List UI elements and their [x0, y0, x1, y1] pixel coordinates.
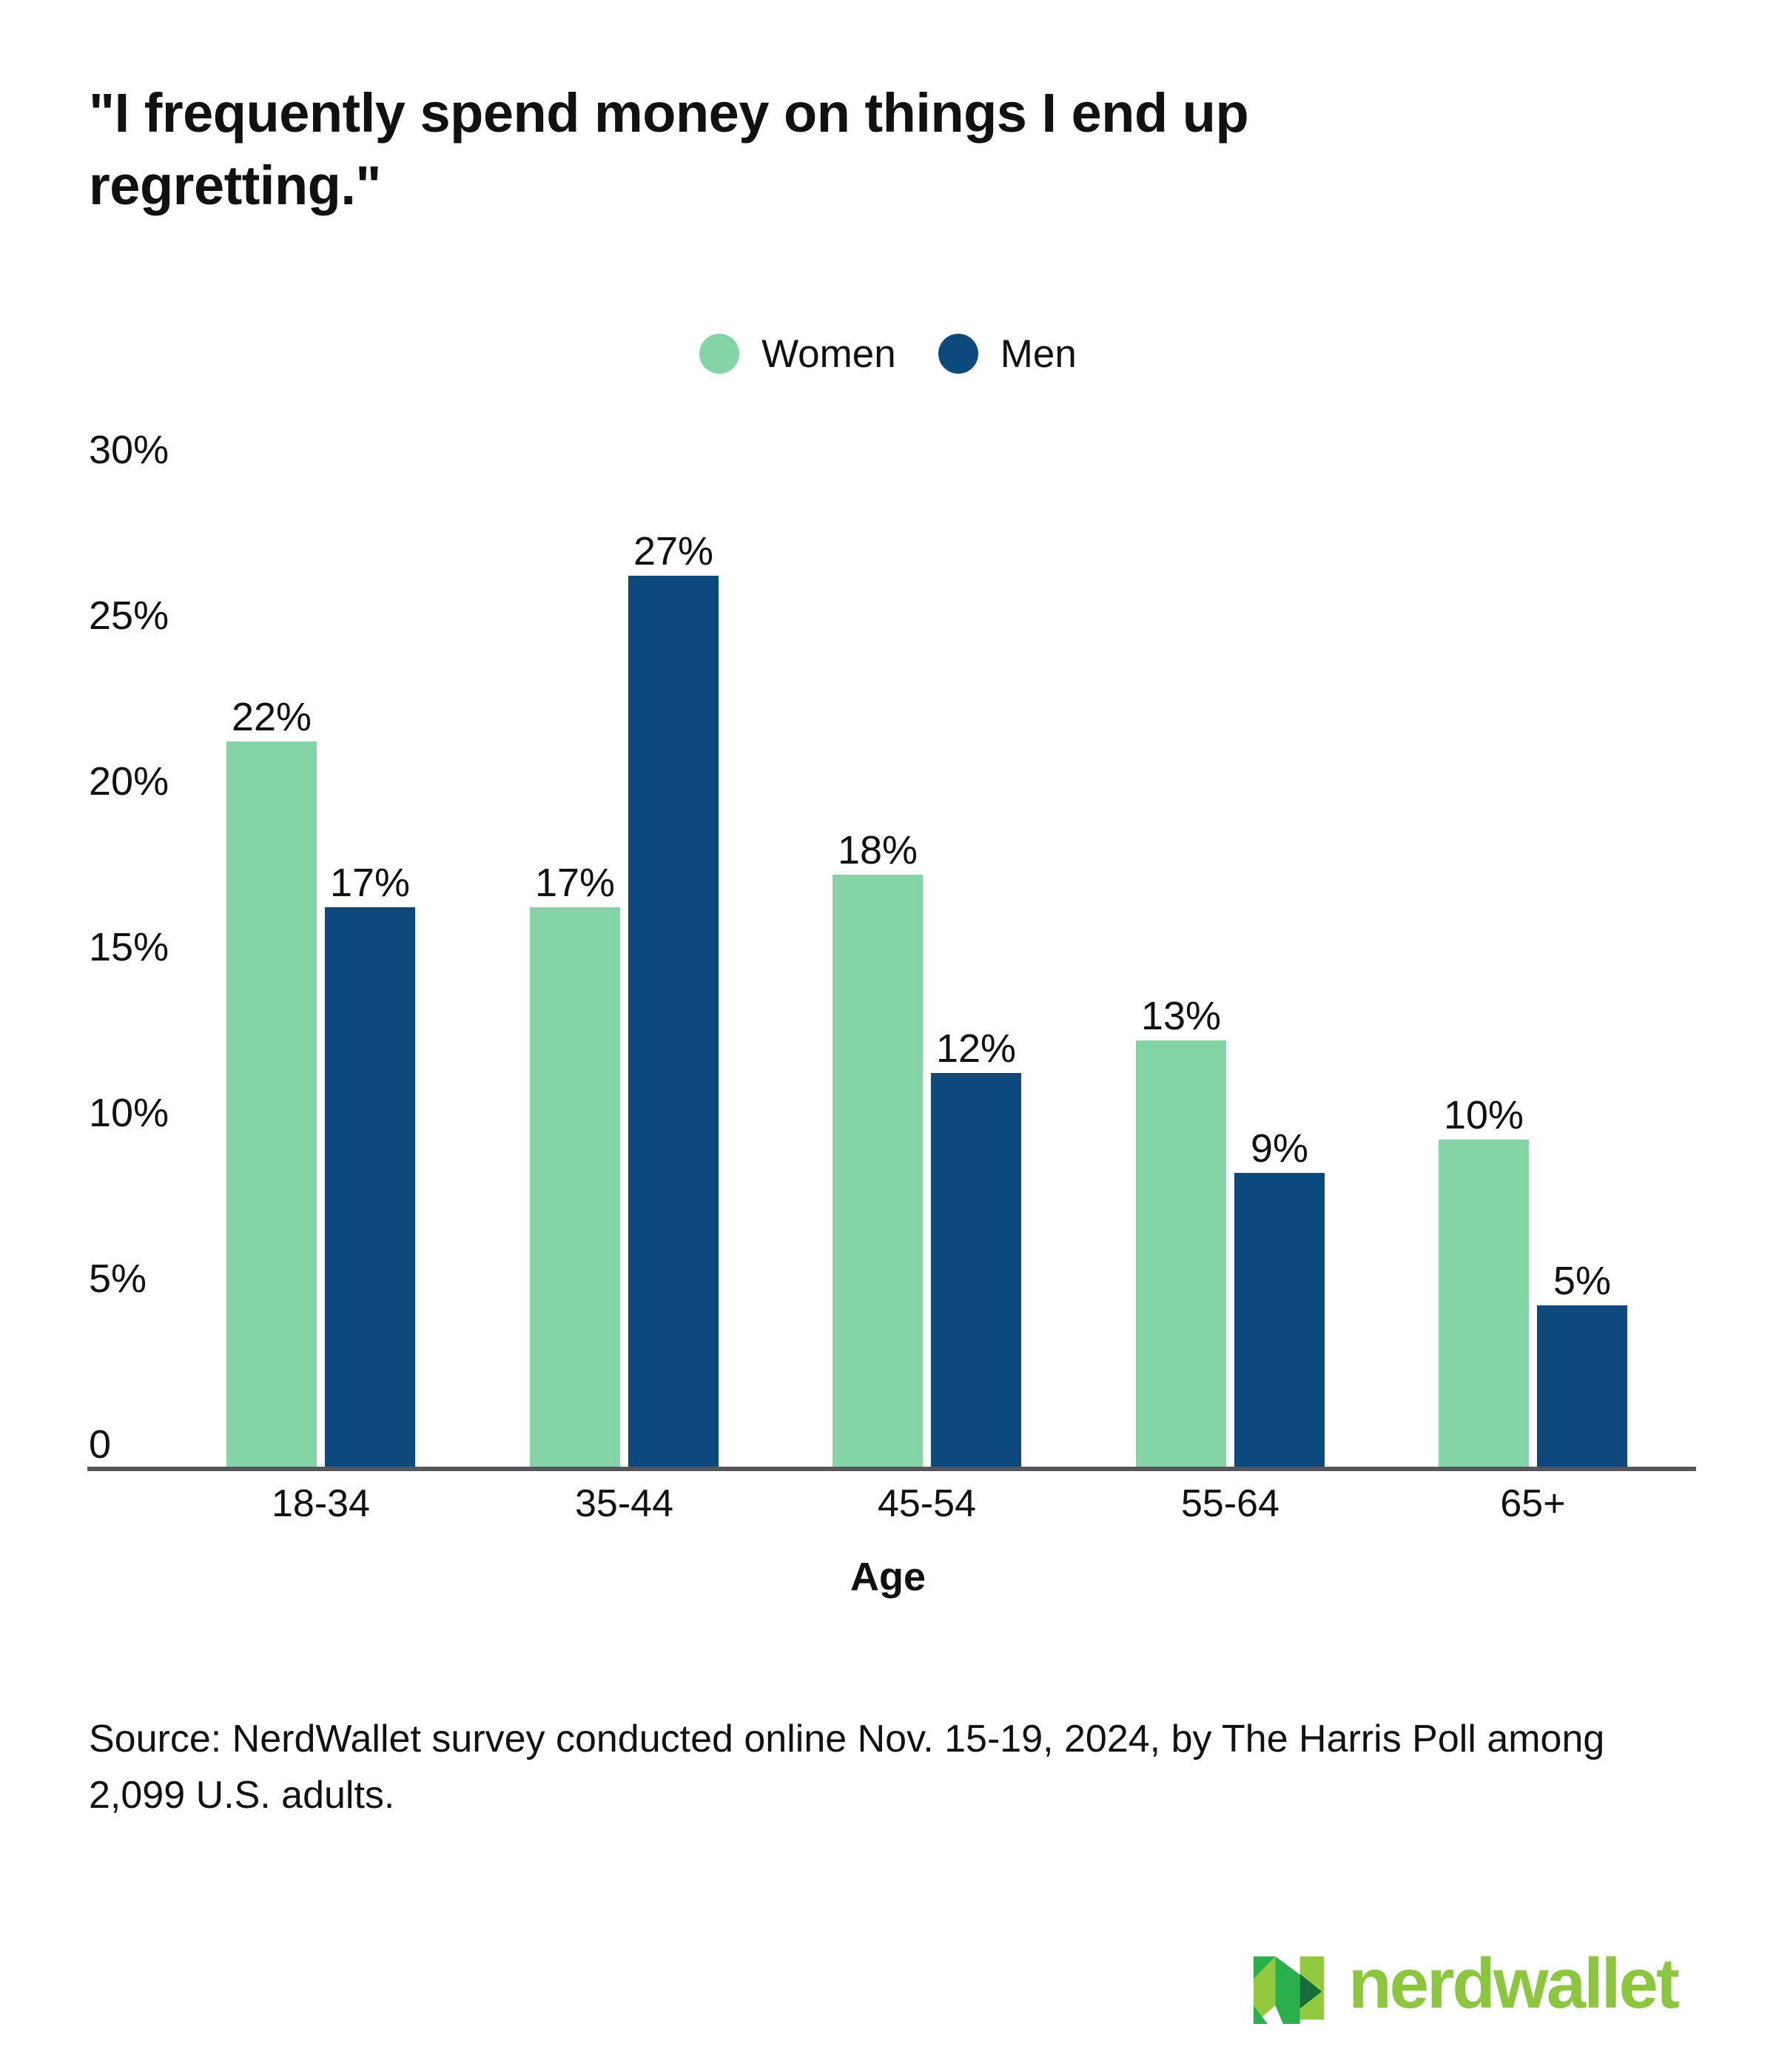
- y-axis-tick-label: 5%: [89, 1257, 147, 1301]
- y-axis-tick-label: 10%: [89, 1091, 169, 1135]
- x-axis-category-label: 45-54: [878, 1482, 976, 1525]
- x-axis-category-label: 35-44: [575, 1482, 673, 1525]
- x-axis-category-label: 55-64: [1181, 1482, 1279, 1525]
- bar-women-45-54: [832, 875, 923, 1471]
- bar-value-label: 17%: [534, 861, 616, 905]
- x-axis-category-label: 18-34: [272, 1482, 370, 1525]
- bar-value-label: 27%: [633, 529, 714, 574]
- legend-label: Women: [761, 332, 896, 376]
- bar-value-label: 18%: [837, 828, 918, 872]
- legend: Women Men: [0, 327, 1776, 380]
- nerdwallet-n-icon: [1254, 1956, 1324, 2024]
- bar-value-label: 10%: [1443, 1093, 1524, 1137]
- bar-value-label: 12%: [935, 1026, 1017, 1071]
- bar-value-label: 22%: [231, 695, 312, 739]
- bar-women-35-44: [530, 907, 620, 1471]
- nerdwallet-logo: nerdwallet: [1253, 1944, 1712, 2035]
- x-axis-title: Age: [850, 1555, 926, 1599]
- bar-women-18-34: [226, 741, 317, 1471]
- bar-men-18-34: [325, 907, 415, 1471]
- legend-item-women: Women: [699, 332, 896, 377]
- y-axis-tick-label: 30%: [89, 428, 169, 472]
- legend-swatch-icon: [938, 334, 978, 374]
- bar-men-35-44: [628, 576, 719, 1471]
- bar-value-label: 5%: [1553, 1259, 1612, 1303]
- nerdwallet-wordmark: nerdwallet: [1348, 1944, 1680, 2023]
- bar-value-label: 13%: [1140, 994, 1222, 1038]
- x-axis-category-label: 65+: [1500, 1482, 1566, 1525]
- legend-item-men: Men: [938, 332, 1077, 377]
- bar-men-55-64: [1234, 1173, 1325, 1471]
- chart-title: "I frequently spend money on things I en…: [89, 82, 1249, 216]
- y-axis-tick-label: 0: [89, 1422, 112, 1467]
- bar-women-65+: [1439, 1140, 1529, 1471]
- legend-swatch-icon: [699, 334, 740, 374]
- bar-men-65+: [1537, 1305, 1627, 1471]
- x-axis-line: [87, 1467, 1696, 1471]
- source-note: Source: NerdWallet survey conducted onli…: [89, 1718, 1605, 1817]
- legend-label: Men: [1000, 332, 1077, 376]
- bar-women-55-64: [1136, 1040, 1226, 1471]
- y-axis-tick-label: 15%: [89, 925, 169, 969]
- y-axis-tick-label: 25%: [89, 593, 169, 638]
- bar-men-45-54: [931, 1073, 1021, 1471]
- y-axis-tick-label: 20%: [89, 759, 169, 804]
- bar-value-label: 17%: [329, 861, 411, 905]
- bar-value-label: 9%: [1250, 1126, 1309, 1171]
